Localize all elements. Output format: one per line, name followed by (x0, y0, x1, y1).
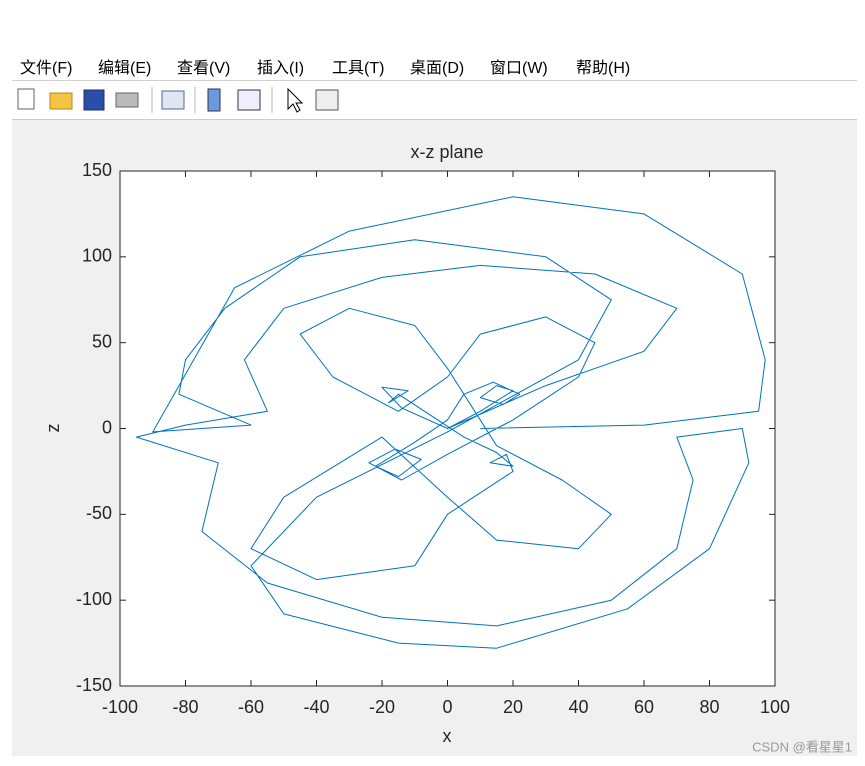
x-tick-label: -40 (303, 697, 329, 717)
y-tick-label: -50 (86, 503, 112, 523)
y-tick-label: 0 (102, 417, 112, 437)
x-tick-label: 40 (568, 697, 588, 717)
link-icon[interactable] (161, 90, 185, 110)
figure-area: x-z plane x z CSDN @看星星1 -100 -80 -60 -40 -2… (12, 120, 857, 756)
x-tick-label: -100 (102, 697, 138, 717)
y-tick-label: -100 (76, 589, 112, 609)
menu-item[interactable]: 桌面(D) (410, 60, 465, 77)
menu-item[interactable]: 插入(I) (257, 60, 305, 77)
menu-item[interactable]: 查看(V) (177, 60, 231, 77)
x-tick-label: 0 (442, 697, 452, 717)
property-icon[interactable] (315, 89, 339, 111)
menu-item[interactable]: 编辑(E) (98, 60, 152, 77)
x-tick-label: -60 (238, 697, 264, 717)
new-icon[interactable] (17, 88, 35, 110)
open-icon[interactable] (49, 92, 73, 110)
y-tick-label: 150 (82, 160, 112, 180)
x-tick-label: -20 (369, 697, 395, 717)
x-tick-label: 100 (760, 697, 790, 717)
menu-item[interactable]: 窗口(W) (490, 60, 548, 77)
watermark: CSDN @看星星1 (752, 739, 852, 754)
menu-bar: 文件(F) 编辑(E) 查看(V) 插入(I) 工具(T) 桌面(D) 窗口(W) 帮助(H) (12, 50, 857, 81)
x-tick-label: 20 (503, 697, 523, 717)
chart: x-z plane x z CSDN @看星星1 -100 -80 -60 -40 -2… (43, 142, 852, 755)
pointer-icon[interactable] (287, 87, 304, 113)
x-tick-label: 60 (634, 697, 654, 717)
save-icon[interactable] (83, 89, 105, 111)
y-tick-label: 100 (82, 246, 112, 266)
data-line (135, 196, 766, 649)
menu-item[interactable]: 文件(F) (20, 60, 73, 77)
y-tick-label: 50 (92, 331, 112, 351)
x-tick-label: 80 (699, 697, 719, 717)
toolbar-icons (17, 87, 339, 113)
legend-icon[interactable] (237, 89, 261, 111)
y-axis-label: z (43, 424, 63, 433)
chart-title: x-z plane (410, 142, 483, 162)
y-tick-label: -150 (76, 675, 112, 695)
x-axis-label: x (443, 726, 452, 746)
menu-item[interactable]: 帮助(H) (576, 60, 631, 77)
colorbar-icon[interactable] (207, 88, 221, 112)
toolbar (12, 81, 857, 120)
menu-item[interactable]: 工具(T) (332, 60, 385, 77)
x-tick-label: -80 (172, 697, 198, 717)
print-icon[interactable] (115, 92, 139, 108)
